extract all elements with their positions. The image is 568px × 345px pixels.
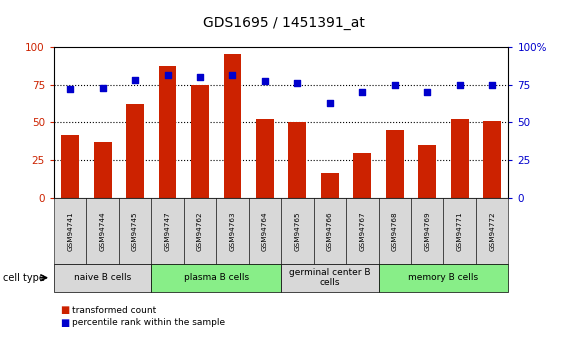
Text: GSM94741: GSM94741 xyxy=(67,211,73,251)
Text: GSM94744: GSM94744 xyxy=(99,211,106,251)
Text: GSM94772: GSM94772 xyxy=(489,211,495,251)
Text: germinal center B
cells: germinal center B cells xyxy=(289,268,370,287)
Point xyxy=(228,73,237,78)
Point xyxy=(358,89,367,95)
Point xyxy=(260,79,269,84)
Point xyxy=(98,85,107,90)
Point xyxy=(131,77,140,83)
Point xyxy=(487,82,496,87)
Bar xyxy=(451,119,469,198)
Text: cell type: cell type xyxy=(3,273,45,283)
Text: ■: ■ xyxy=(60,318,69,327)
Bar xyxy=(126,104,144,198)
Text: GSM94768: GSM94768 xyxy=(392,211,398,251)
Text: plasma B cells: plasma B cells xyxy=(183,273,249,282)
Point xyxy=(66,86,75,92)
Text: GSM94745: GSM94745 xyxy=(132,211,138,251)
Text: GSM94747: GSM94747 xyxy=(165,211,170,251)
Text: GSM94762: GSM94762 xyxy=(197,211,203,251)
Text: naive B cells: naive B cells xyxy=(74,273,131,282)
Text: GDS1695 / 1451391_at: GDS1695 / 1451391_at xyxy=(203,16,365,30)
Bar xyxy=(386,130,404,198)
Text: GSM94771: GSM94771 xyxy=(457,211,463,251)
Text: GSM94767: GSM94767 xyxy=(360,211,365,251)
Bar xyxy=(483,121,501,198)
Bar xyxy=(94,142,111,198)
Text: ■: ■ xyxy=(60,306,69,315)
Bar xyxy=(418,145,436,198)
Text: GSM94764: GSM94764 xyxy=(262,211,268,251)
Bar xyxy=(256,119,274,198)
Text: GSM94765: GSM94765 xyxy=(294,211,300,251)
Point xyxy=(293,80,302,86)
Point xyxy=(390,82,399,87)
Point xyxy=(455,82,464,87)
Bar xyxy=(191,85,209,198)
Bar xyxy=(158,66,177,198)
Bar xyxy=(289,122,306,198)
Point xyxy=(325,100,335,106)
Text: percentile rank within the sample: percentile rank within the sample xyxy=(72,318,225,327)
Point xyxy=(423,89,432,95)
Bar xyxy=(61,135,79,198)
Bar xyxy=(224,54,241,198)
Bar xyxy=(321,172,339,198)
Point xyxy=(195,74,204,80)
Text: transformed count: transformed count xyxy=(72,306,156,315)
Text: GSM94763: GSM94763 xyxy=(229,211,236,251)
Text: GSM94769: GSM94769 xyxy=(424,211,430,251)
Bar xyxy=(353,153,371,198)
Point xyxy=(163,73,172,78)
Text: GSM94766: GSM94766 xyxy=(327,211,333,251)
Text: memory B cells: memory B cells xyxy=(408,273,478,282)
